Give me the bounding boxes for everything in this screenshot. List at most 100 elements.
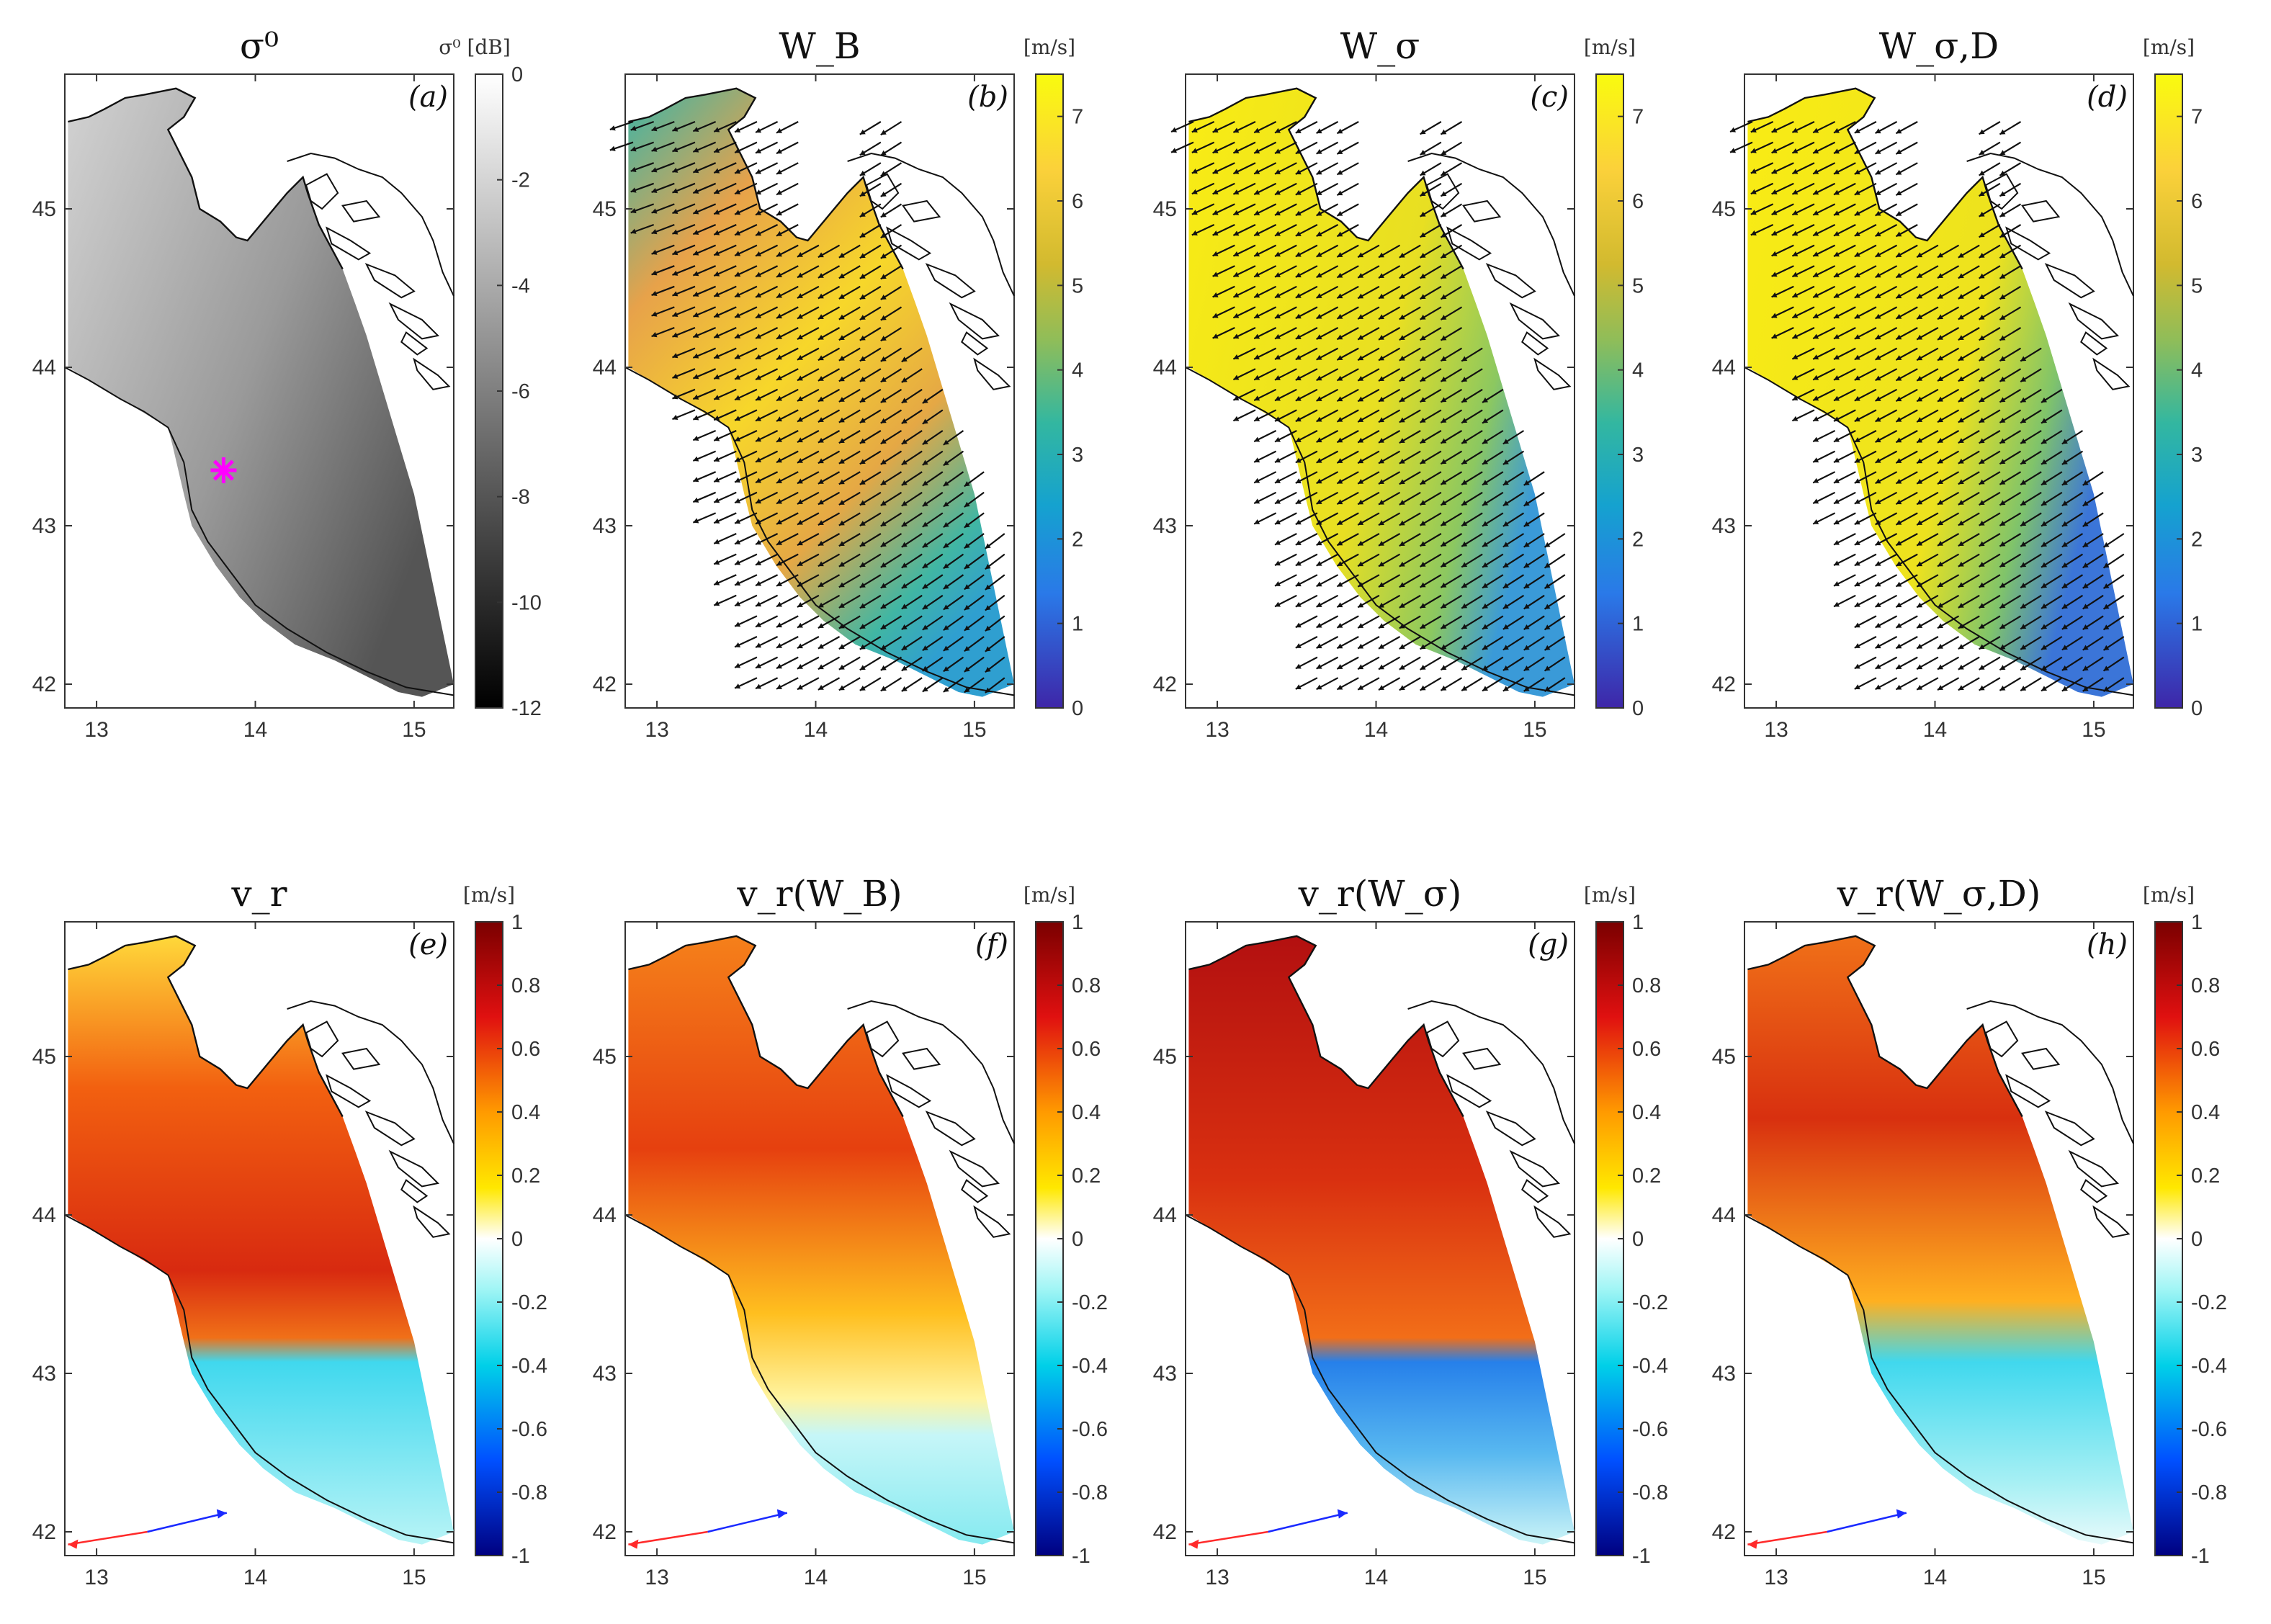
wind-arrow-head xyxy=(756,683,762,689)
wind-arrow-head xyxy=(1833,292,1840,298)
wind-arrow-head xyxy=(1233,189,1240,195)
wind-arrow-head xyxy=(735,539,741,544)
wind-arrow-head xyxy=(943,583,949,589)
wind-arrow-head xyxy=(1896,334,1902,340)
colorbar-label: [m/s] xyxy=(1584,883,1636,907)
wind-arrow-head xyxy=(1813,313,1819,318)
wind-arrow-head xyxy=(1316,457,1322,463)
colorbar-tick-label: 0.4 xyxy=(1072,1101,1101,1124)
wind-arrow-head xyxy=(964,501,970,508)
wind-arrow-head xyxy=(1937,582,1943,587)
wind-arrow-head xyxy=(1854,622,1860,628)
colorbar-tick-label: -1 xyxy=(1632,1545,1651,1568)
wind-arrow-head xyxy=(964,666,970,672)
wind-arrow-head xyxy=(1544,583,1551,589)
y-tick-label: 45 xyxy=(1153,1045,1177,1069)
wind-arrow-head xyxy=(985,625,991,632)
wind-arrow-head xyxy=(693,126,699,133)
colorbar-tick-label: -0.2 xyxy=(511,1291,547,1314)
wind-arrow-head xyxy=(1378,561,1384,567)
wind-arrow-head xyxy=(2041,686,2048,691)
wind-arrow-head xyxy=(1833,395,1840,401)
wind-arrow-head xyxy=(2103,562,2110,568)
wind-arrow-head xyxy=(1979,417,1985,423)
wind-arrow-head xyxy=(1544,604,1551,609)
wind-arrow-head xyxy=(1979,459,1985,464)
wind-arrow-head xyxy=(1875,416,1881,422)
wind-arrow-head xyxy=(1254,127,1260,133)
wind-arrow-head xyxy=(1937,499,1943,505)
wind-arrow-head xyxy=(630,187,637,193)
wind-arrow-head xyxy=(735,436,741,441)
wind-arrow-head xyxy=(1295,457,1302,463)
wind-arrow-head xyxy=(818,561,824,567)
wind-arrow-head xyxy=(1979,623,1985,629)
wind-arrow-head xyxy=(735,580,741,586)
wind-arrow-head xyxy=(1875,478,1881,484)
y-tick-label: 43 xyxy=(1153,514,1177,538)
wind-arrow-head xyxy=(1854,540,1860,545)
wind-arrow-head xyxy=(1378,499,1384,505)
panel-label: (c) xyxy=(1530,81,1569,114)
istria-coastline xyxy=(68,935,344,1118)
wind-arrow-head xyxy=(1833,189,1840,195)
wind-arrow-head xyxy=(1358,375,1364,381)
wind-arrow-head xyxy=(1316,416,1322,422)
colorbar-tick-label: 2 xyxy=(2191,528,2203,551)
wind-arrow-head xyxy=(735,498,741,503)
wind-arrow-head xyxy=(1358,664,1364,670)
wind-arrow-head xyxy=(714,251,720,256)
wind-arrow-head xyxy=(1813,333,1819,339)
island-outline xyxy=(2005,226,2051,261)
wind-arrow-head xyxy=(1337,128,1343,134)
wind-arrow-head xyxy=(1958,294,1964,299)
wind-arrow-head xyxy=(1482,562,1489,567)
colorbar-tick-label: -0.6 xyxy=(511,1418,547,1441)
panel-label: (h) xyxy=(2087,928,2128,961)
wind-arrow-head xyxy=(1295,601,1302,607)
wind-arrow-head xyxy=(714,436,720,441)
wind-arrow-head xyxy=(756,354,762,359)
wind-arrow-head xyxy=(1896,602,1902,608)
wind-arrow-head xyxy=(1854,560,1860,566)
wind-arrow-head xyxy=(714,271,720,277)
wind-arrow-head xyxy=(2041,500,2048,506)
island-outline xyxy=(341,199,381,223)
look-direction-head xyxy=(68,1539,79,1549)
wind-arrow-head xyxy=(776,313,782,319)
wind-arrow-head xyxy=(1875,560,1881,566)
wind-arrow-head xyxy=(1854,478,1860,484)
wind-arrow-head xyxy=(693,147,699,153)
y-tick-label: 45 xyxy=(32,197,56,221)
wind-arrow-head xyxy=(1171,127,1178,133)
wind-arrow-head xyxy=(901,418,908,424)
colorbar-tick-label: -0.4 xyxy=(511,1355,547,1378)
wind-arrow-head xyxy=(1523,583,1530,588)
colorbar-tick-label: -0.4 xyxy=(1632,1355,1668,1378)
wind-arrow-head xyxy=(1750,189,1757,194)
wind-arrow-head xyxy=(1295,189,1302,195)
wind-arrow-head xyxy=(1420,150,1426,155)
wind-arrow-head xyxy=(1958,397,1964,402)
italy-coastline xyxy=(64,1214,454,1544)
wind-arrow-head xyxy=(2020,644,2027,650)
wind-arrow-head xyxy=(776,478,782,483)
wind-arrow-head xyxy=(1875,128,1881,134)
croatia-coastline xyxy=(847,1000,1015,1144)
wind-arrow-head xyxy=(1999,644,2006,650)
wind-arrow-head xyxy=(1833,457,1840,463)
wind-arrow-head xyxy=(1854,169,1860,175)
wind-arrow-head xyxy=(1295,313,1302,319)
wind-arrow-head xyxy=(1441,212,1447,217)
island-outline xyxy=(2068,302,2120,340)
wind-arrow-head xyxy=(1441,438,1447,444)
wind-arrow-head xyxy=(818,685,824,690)
wind-arrow-head xyxy=(1316,560,1322,566)
y-tick-label: 43 xyxy=(593,514,617,538)
wind-arrow-head xyxy=(1420,335,1426,341)
colorbar-tick-label: -0.8 xyxy=(511,1481,547,1504)
wind-arrow-head xyxy=(880,583,887,588)
colorbar-tick-label: 1 xyxy=(1632,911,1644,934)
wind-arrow-head xyxy=(1979,562,1985,567)
colorbar-tick-label: 0.6 xyxy=(1632,1038,1661,1061)
